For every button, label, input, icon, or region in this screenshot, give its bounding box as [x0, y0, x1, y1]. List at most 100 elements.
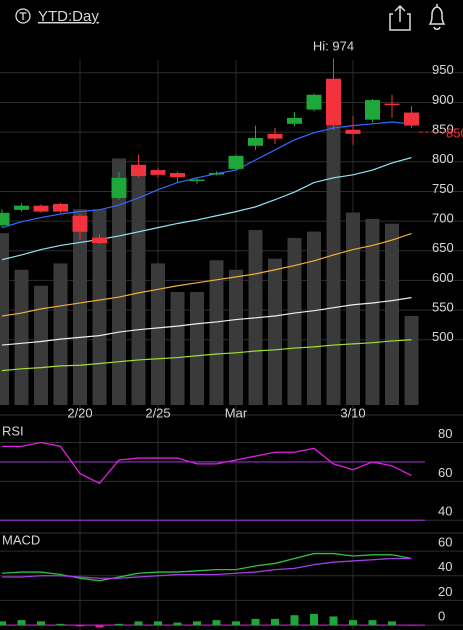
candle-body	[326, 78, 341, 125]
y-tick-label: 950	[432, 62, 454, 77]
histogram-bar	[134, 621, 143, 626]
histogram-bar	[193, 621, 201, 626]
alert-button[interactable]	[428, 4, 446, 30]
volume-bar	[404, 315, 419, 405]
moving-average	[1, 339, 412, 372]
histogram-bar	[407, 625, 416, 626]
candle-body	[404, 112, 419, 126]
y-tick-label: 80	[438, 426, 452, 441]
y-tick-label: 500	[432, 329, 454, 344]
y-tick-label: 0	[438, 609, 445, 624]
candle-body	[267, 133, 283, 139]
volume-bar	[287, 237, 302, 405]
moving-average	[1, 121, 412, 229]
y-tick-label: 800	[432, 151, 454, 166]
y-tick-label: 850	[432, 122, 454, 137]
histogram-bar	[0, 621, 6, 626]
candle-body	[248, 138, 263, 146]
histogram-bar	[37, 621, 45, 626]
y-tick-label: 750	[432, 181, 454, 196]
volume-bar	[365, 218, 380, 405]
volume-bar	[53, 263, 68, 405]
x-tick-label: 3/10	[340, 405, 365, 420]
histogram-bar	[76, 625, 84, 627]
icon	[428, 4, 446, 30]
histogram-bar	[251, 618, 260, 626]
y-tick-label: 700	[432, 211, 454, 226]
panel-title: MACD	[2, 532, 40, 547]
candle-body	[111, 177, 127, 198]
histogram-bar	[310, 613, 318, 626]
timeframe: YTD:Day	[38, 8, 99, 25]
histogram-bar	[173, 622, 182, 626]
candle-body	[228, 155, 244, 169]
candle-body	[53, 203, 68, 212]
candle-body	[72, 215, 88, 232]
y-tick-label: 40	[438, 504, 452, 519]
indicator-line	[2, 441, 412, 485]
candle-body	[306, 94, 322, 110]
x-tick-label: Mar	[225, 405, 248, 420]
volume-bar	[346, 212, 360, 405]
candle-body	[189, 179, 205, 182]
candle-body	[345, 129, 361, 134]
high-annotation: Hi: 974	[313, 38, 354, 53]
moving-average	[1, 157, 412, 261]
candle-body	[0, 212, 10, 226]
y-tick-label: 60	[438, 465, 452, 480]
volume-bar	[0, 233, 9, 405]
timeframe-button[interactable]: YTD:Day	[15, 8, 99, 25]
moving-average	[1, 232, 412, 317]
candle-body	[33, 205, 49, 212]
histogram-bar	[17, 620, 26, 626]
histogram-bar	[56, 623, 65, 626]
icon	[389, 4, 411, 31]
panel-title: RSI	[2, 423, 24, 438]
candle-body	[170, 173, 185, 178]
y-tick-label: 40	[438, 559, 452, 574]
volume-bar	[73, 209, 87, 405]
candle-body	[131, 164, 146, 177]
candle-body	[14, 205, 29, 210]
candle-body	[384, 103, 400, 106]
volume-bar	[209, 260, 224, 405]
share-button[interactable]	[389, 4, 411, 31]
histogram-bar	[290, 615, 299, 626]
volume-bar	[170, 292, 185, 405]
indicator-line	[2, 557, 412, 579]
icon	[15, 8, 31, 24]
volume-bar	[92, 209, 107, 405]
icon	[19, 12, 27, 20]
last-price-label: 850	[446, 126, 463, 141]
x-tick-label: 2/25	[145, 405, 170, 420]
x-tick-label: 2/20	[67, 405, 92, 420]
volume-bar	[229, 269, 243, 405]
histogram-bar	[154, 621, 162, 626]
candle-body	[150, 170, 166, 175]
candle-body	[365, 100, 380, 120]
histogram-bar	[115, 623, 123, 626]
volume-bar	[151, 263, 165, 405]
y-tick-label: 650	[432, 240, 454, 255]
volume-bar	[268, 258, 282, 405]
volume-bar	[326, 80, 341, 406]
y-tick-label: 20	[438, 584, 452, 599]
volume-bar	[112, 158, 126, 405]
candle-body	[287, 117, 302, 124]
volume-bar	[34, 285, 48, 405]
histogram-bar	[388, 621, 396, 626]
volume-bar	[385, 223, 399, 405]
histogram-bar	[212, 620, 221, 626]
y-tick-label: 60	[438, 535, 452, 550]
volume-bar	[190, 292, 204, 405]
y-tick-label: 600	[432, 270, 454, 285]
histogram-bar	[271, 618, 279, 626]
volume-bar	[307, 231, 321, 405]
candle-body	[209, 173, 224, 175]
candle-body	[92, 237, 107, 244]
histogram-bar	[349, 620, 357, 626]
volume-bar	[14, 269, 29, 405]
y-tick-label: 550	[432, 300, 454, 315]
histogram-bar	[95, 625, 104, 628]
